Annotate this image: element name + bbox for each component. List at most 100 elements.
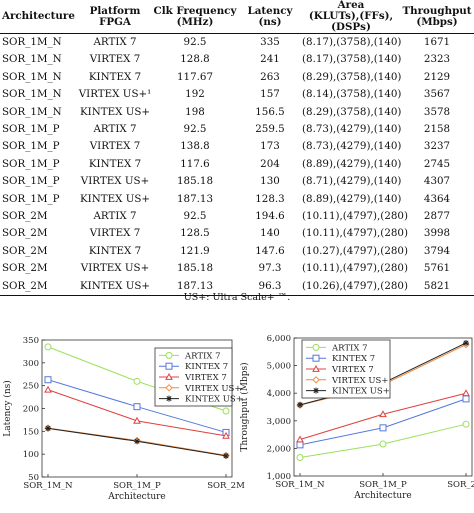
throughput-x-tick-label: SOR_2M [447,480,474,490]
table-row: SOR_1M_N ARTIX 7 92.5 335 (8.17),(3758),(140… [0,34,474,52]
table-cell: VIRTEX 7 [89,140,141,153]
results-table: Architecture Platform FPGA Clk Frequency(… [0,0,474,297]
table-cell: SOR_2M [0,277,78,297]
table-cell: 92.5 [183,210,207,223]
throughput-series-line [299,398,467,446]
table-cell: 147.6 [255,244,285,257]
table-cell: 259.5 [255,123,285,136]
table-cell: 2323 [423,53,451,66]
throughput-legend-marker [312,376,320,384]
latency-data-point [44,376,52,384]
latency-y-tick-label: 200 [23,405,39,415]
header-platform: Platform FPGA [89,4,141,28]
latency-data-point [45,425,51,432]
table-cell: 156.5 [255,105,285,118]
table-cell: SOR_2M [2,244,48,257]
table-cell: 185.18 [176,262,214,275]
table-cell: KINTEX 7 [88,244,142,257]
throughput-y-tick-label: 3,000 [267,417,291,427]
throughput-x-axis-label: Architecture [353,491,412,501]
throughput-data-point [379,440,387,448]
table-cell: 117.67 [176,70,214,83]
table-cell: SOR_1M_P [2,175,60,188]
table-row: SOR_1M_N KINTEX 7 117.67 263 (8.29),(3758),(… [0,69,474,86]
latency-x-tick-label: SOR_2M [207,481,245,491]
latency-legend-marker [165,362,173,370]
table-cell: (10.11),(4797),(280) [302,227,408,240]
table-cell: 4364 [423,192,451,205]
table-row: SOR_1M_N KINTEX US+ 198 156.5 (8.29),(3758),… [0,104,474,121]
table-cell: (10.27),(4797),(280) [302,244,408,257]
table-cell: 3794 [423,244,451,257]
table-cell: VIRTEX US+ [80,262,150,275]
table-cell: (8.17),(3758),(140) [302,36,402,48]
table-row: SOR_2M KINTEX US+ 187.13 96.3 (10.26),(4797)… [0,277,474,297]
latency-data-point [222,431,230,439]
throughput-chart: 1,000 2,000 3,000 4,000 5,000 6,000 SOR_1M_N SO… [239,334,474,501]
latency-data-point [133,377,141,385]
latency-data-point [222,407,230,415]
table-cell: 2745 [423,157,451,170]
table-cell: ARTIX 7 [93,36,137,48]
latency-y-tick-label: 100 [23,450,39,460]
table-cell: ARTIX 7 [93,210,137,223]
throughput-legend-marker [313,387,319,394]
table-cell: 128.5 [180,227,210,240]
throughput-data-point [462,389,470,397]
latency-data-point [44,385,52,393]
throughput-x-tick-label: SOR_1M_P [359,480,407,490]
latency-data-point [134,438,140,445]
table-cell: VIRTEX US+¹ [78,88,152,101]
header-throughput: Throughput (Mbps) [402,4,472,28]
table-cell: 130 [260,175,280,188]
throughput-data-point [296,435,304,443]
throughput-legend-label: KINTEX 7 [332,354,375,364]
table-cell: SOR_1M_P [2,157,60,170]
table-cell: 4307 [423,175,451,188]
table-row: SOR_1M_P KINTEX 7 117.6 204 (8.89),(4279),(1… [0,156,474,173]
table-cell: 335 [260,36,280,48]
header-clk-frequency: Clk Frequency (MHz) [153,4,237,28]
throughput-x-tick-label: SOR_1M_N [275,480,325,490]
latency-legend-label: KINTEX 7 [185,362,228,372]
latency-chart: 50 100 150 200 250 300 350 SOR_1M_N SOR_1M_P SOR_… [2,336,245,502]
table-cell: 2129 [423,70,451,83]
table-cell: (10.11),(4797),(280) [302,262,408,275]
latency-legend-marker [165,372,173,380]
table-row: SOR_2M VIRTEX 7 128.5 140 (10.11),(4797),(28… [0,225,474,242]
throughput-legend-label: VIRTEX 7 [331,365,374,375]
table-cell: SOR_1M_P [2,140,60,153]
latency-x-axis-label: Architecture [107,492,166,502]
latency-y-tick-label: 50 [28,473,39,483]
latency-data-point [133,416,141,424]
latency-data-point [44,343,52,351]
throughput-data-point [296,453,304,461]
throughput-data-point [462,420,470,428]
table-cell: SOR_1M_N [2,70,62,83]
header-architecture: Architecture [2,10,75,22]
header-area: Area (KLUTs),(FFs),(DSPs) [308,0,394,33]
table-row: SOR_1M_P ARTIX 7 92.5 259.5 (8.73),(4279),(1… [0,121,474,138]
table-row: SOR_2M VIRTEX US+ 185.18 97.3 (10.11),(4797)… [0,260,474,277]
table-cell: SOR_1M_N [2,36,62,48]
throughput-legend-marker [312,343,320,351]
table-cell: SOR_2M [2,227,48,240]
throughput-y-tick-label: 2,000 [267,444,291,454]
table-cell: 3998 [423,227,451,240]
throughput-legend-marker [312,364,320,372]
table-cell: (10.26),(4797),(280) [302,277,408,297]
table-cell: 204 [260,157,280,170]
table-cell: 128.3 [255,192,285,205]
table-cell: 173 [260,140,280,153]
table-cell: 3567 [423,88,451,101]
latency-legend-label: VIRTEX US+ [184,384,241,394]
table-cell: VIRTEX US+ [80,175,150,188]
table-row: SOR_1M_N VIRTEX US+¹ 192 157 (8.14),(3758),(… [0,86,474,103]
latency-legend-marker [165,384,173,392]
table-row: SOR_1M_P VIRTEX US+ 185.18 130 (8.71),(4279)… [0,173,474,190]
table-cell: KINTEX 7 [88,70,142,83]
latency-legend-marker [166,395,172,402]
table-cell: (8.29),(3758),(140) [302,70,402,83]
table-row: SOR_2M KINTEX 7 121.9 147.6 (10.27),(4797),(… [0,243,474,260]
header-latency: Latency (ns) [247,4,293,28]
